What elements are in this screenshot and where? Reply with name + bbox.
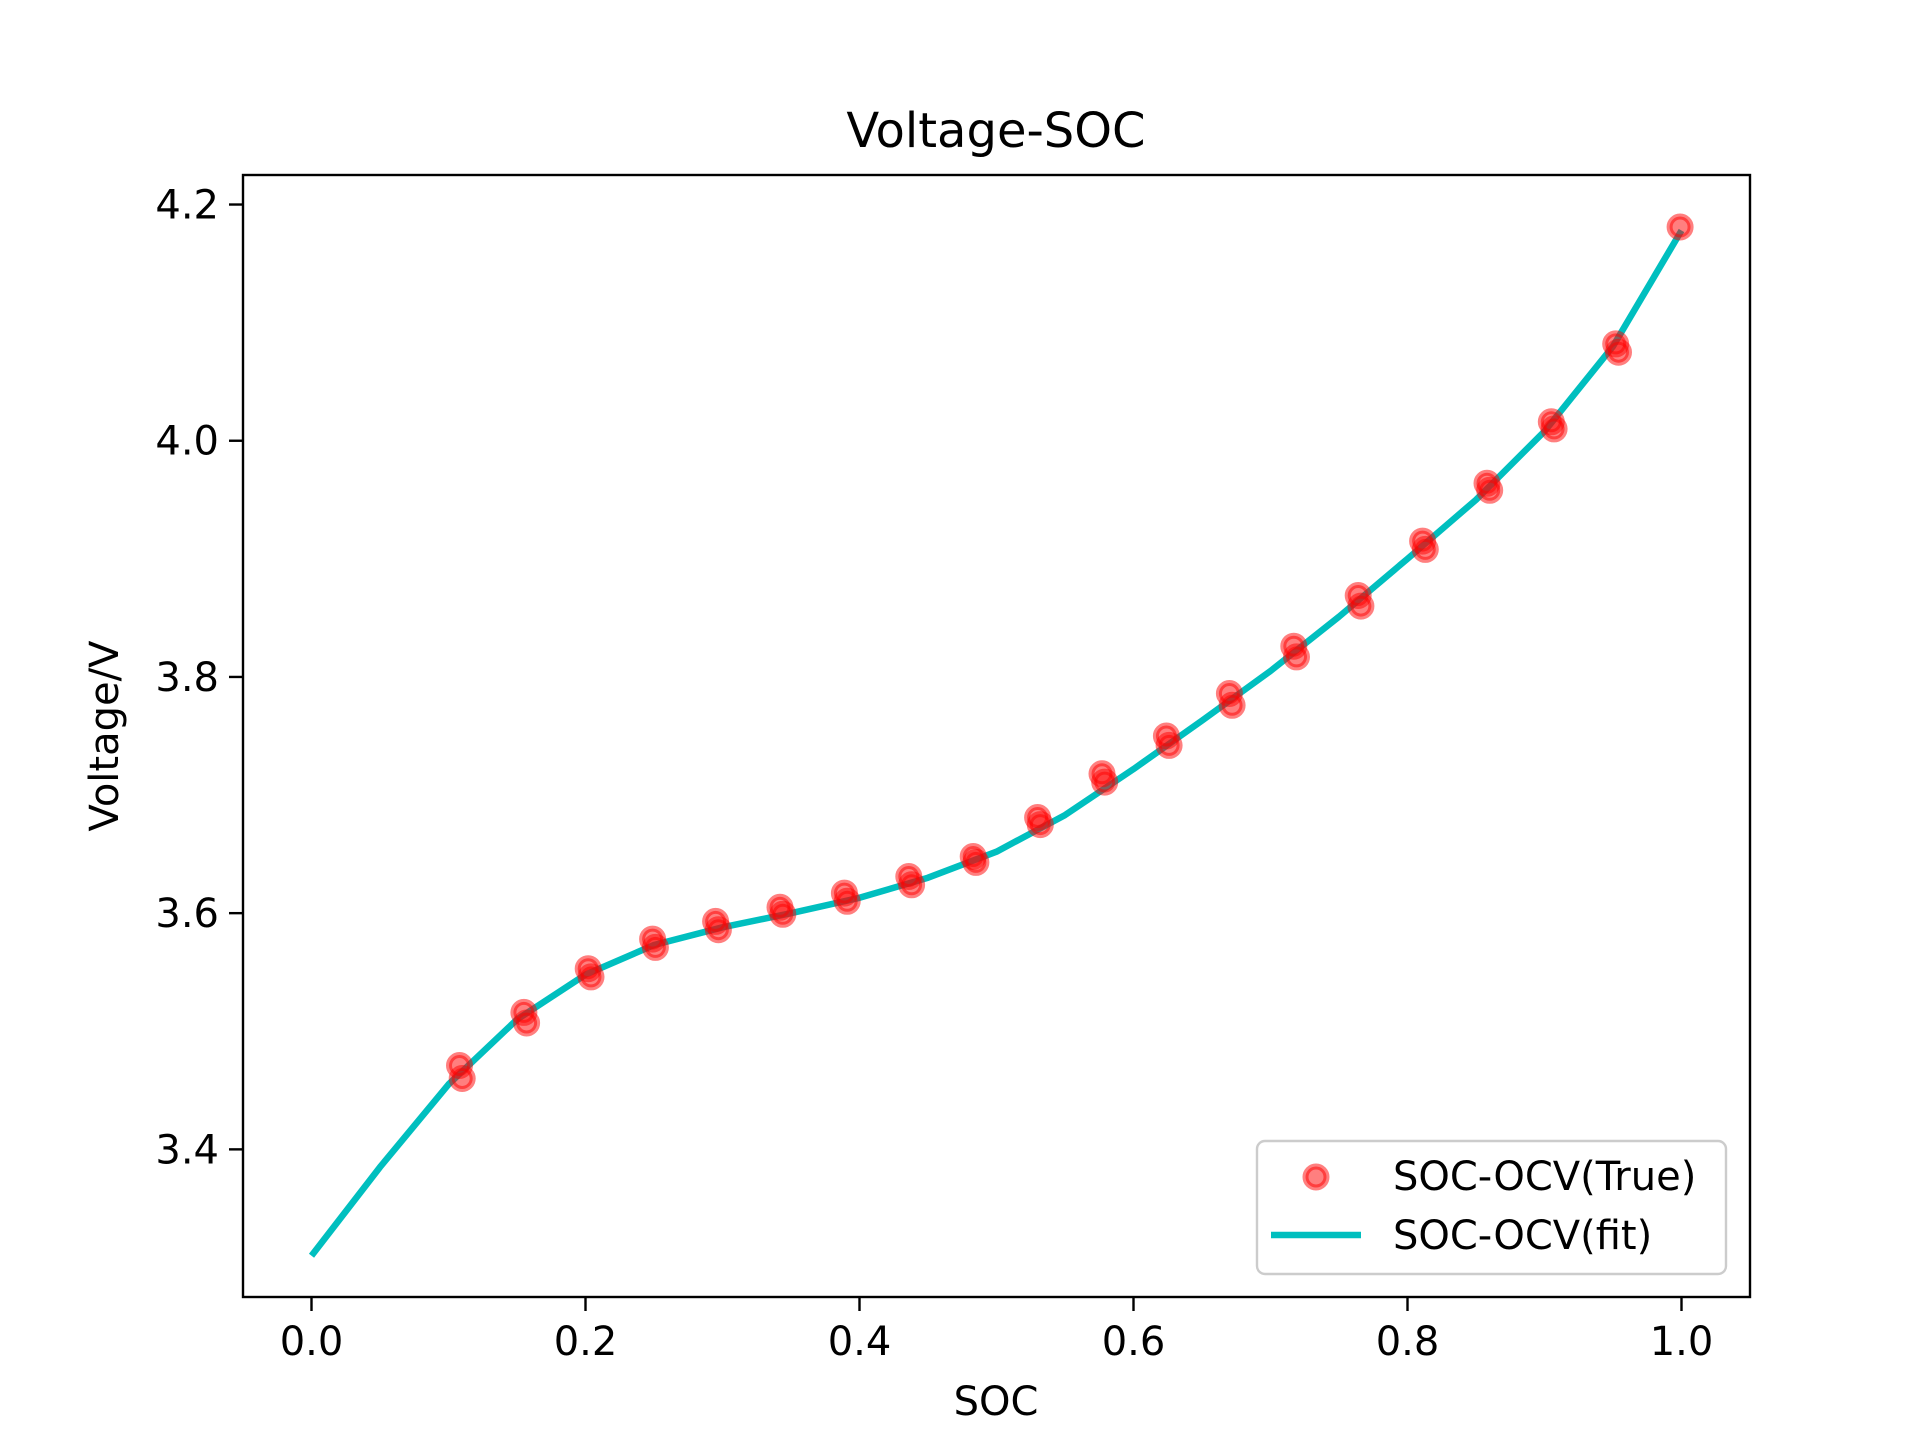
data-point	[1218, 691, 1246, 719]
data-point	[448, 1065, 476, 1092]
y-tick-label: 4.0	[155, 419, 219, 465]
true-series	[446, 213, 1694, 1092]
fit-series	[308, 228, 1685, 1258]
x-tick-label: 0.8	[1376, 1319, 1440, 1365]
x-tick-label: 1.0	[1650, 1319, 1714, 1365]
plot-frame	[241, 173, 1752, 1299]
data-point	[1091, 768, 1119, 796]
data-point	[1155, 731, 1183, 759]
x-axis-ticks: 0.0 0.2 0.4 0.6 0.8 1.0	[280, 1297, 1714, 1365]
data-point	[962, 848, 990, 876]
legend-marker-true	[1302, 1163, 1330, 1191]
y-axis-label: Voltage/V	[82, 640, 128, 832]
data-point	[577, 963, 605, 991]
data-point	[1411, 535, 1439, 563]
y-tick-label: 3.8	[155, 655, 219, 701]
data-point	[704, 916, 732, 944]
data-point	[1026, 811, 1054, 839]
x-tick-label: 0.4	[828, 1319, 892, 1365]
legend-label-true: SOC-OCV(True)	[1393, 1154, 1696, 1200]
x-tick-label: 0.6	[1102, 1319, 1166, 1365]
x-tick-label: 0.2	[554, 1319, 618, 1365]
legend-box	[1255, 1139, 1728, 1276]
data-point	[1666, 213, 1694, 241]
plot-area	[241, 173, 1752, 1299]
y-axis-ticks: 3.4 3.6 3.8 4.0 4.2	[155, 183, 243, 1173]
data-point	[1283, 643, 1310, 671]
y-tick-label: 3.4	[155, 1127, 219, 1173]
data-point	[898, 871, 926, 899]
data-point	[1347, 592, 1375, 620]
fit-line	[308, 228, 1685, 1258]
data-point	[1540, 415, 1568, 443]
y-tick-label: 4.2	[155, 183, 219, 229]
data-point	[769, 900, 797, 928]
y-tick-label: 3.6	[155, 891, 219, 937]
data-point	[513, 1009, 541, 1037]
x-tick-label: 0.0	[280, 1319, 344, 1365]
data-point	[1476, 476, 1504, 504]
data-point	[833, 887, 861, 915]
legend-label-fit: SOC-OCV(fit)	[1393, 1213, 1652, 1259]
data-point	[1605, 338, 1632, 366]
legend: SOC-OCV(True) SOC-OCV(fit)	[1255, 1139, 1728, 1276]
data-point	[641, 933, 669, 961]
chart-title: Voltage-SOC	[846, 103, 1145, 159]
x-axis-label: SOC	[954, 1379, 1039, 1425]
